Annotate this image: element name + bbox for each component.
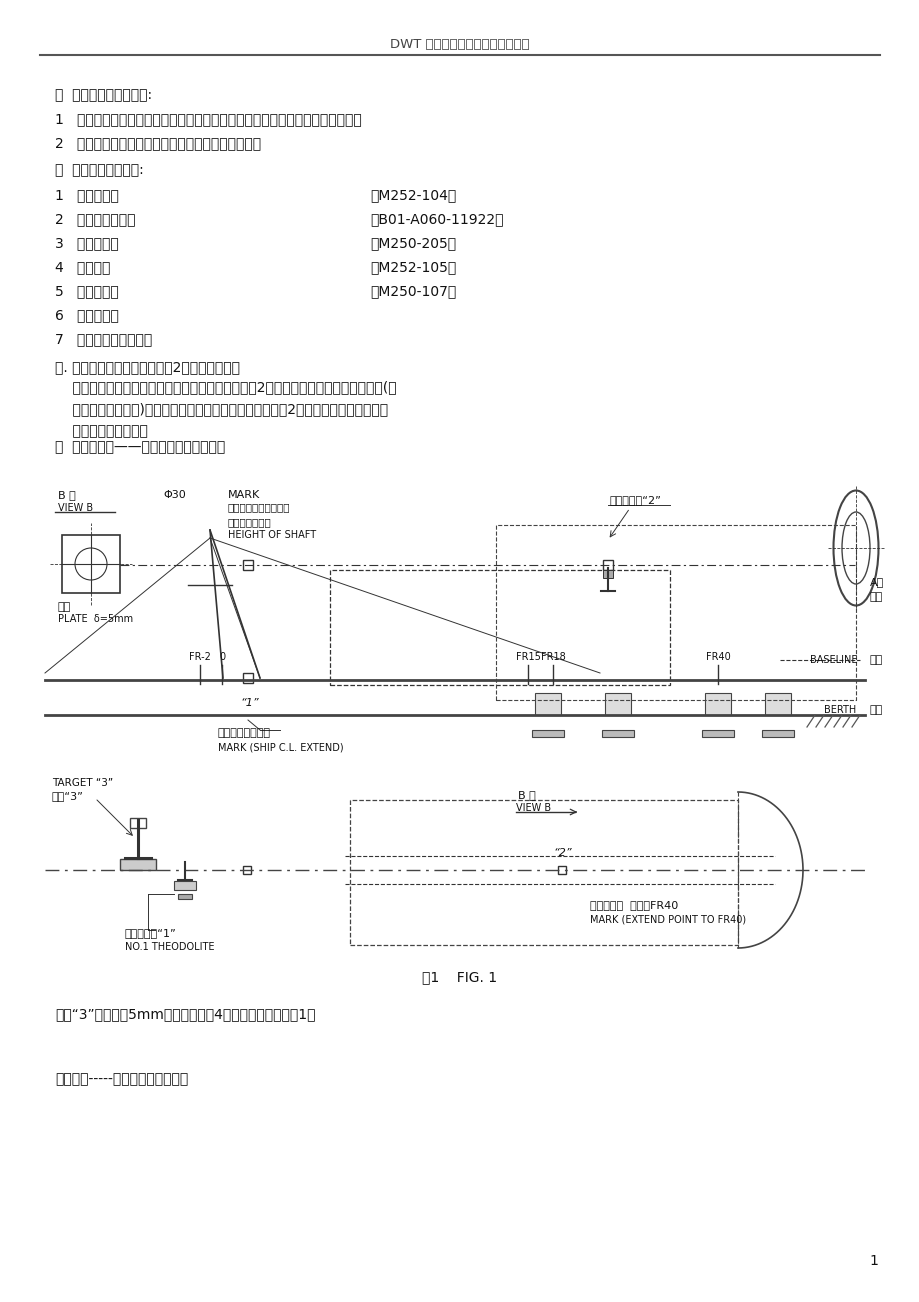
Bar — [349, 799, 737, 945]
Text: 二  主要参考图纸资料:: 二 主要参考图纸资料: — [55, 163, 143, 177]
Text: FR40: FR40 — [705, 652, 730, 661]
Bar — [704, 693, 731, 715]
Text: B 向: B 向 — [58, 490, 75, 500]
Text: （M250-107）: （M250-107） — [369, 284, 456, 298]
Text: 见精度作业指导书)特别在进行机舶后部区域低层分段合或2时，要对相关各段的位置: 见精度作业指导书)特别在进行机舶后部区域低层分段合或2时，要对相关各段的位置 — [55, 402, 388, 417]
Text: DWT 轴系安装及主机定位工艺规程: DWT 轴系安装及主机定位工艺规程 — [390, 39, 529, 52]
Text: BERTH: BERTH — [823, 704, 855, 715]
Text: （M250-205）: （M250-205） — [369, 236, 456, 250]
Text: 延伸点（打好洋冲点）: 延伸点（打好洋冲点） — [228, 503, 290, 512]
Bar — [130, 818, 146, 828]
Bar — [330, 570, 669, 685]
Bar — [531, 730, 563, 737]
Text: “2”: “2” — [553, 848, 572, 858]
Bar — [535, 693, 561, 715]
Text: （B01-A060-11922）: （B01-A060-11922） — [369, 212, 503, 227]
Text: 5   机舶布置图: 5 机舶布置图 — [55, 284, 119, 298]
Bar — [701, 730, 733, 737]
Bar — [243, 866, 251, 874]
Text: 为了确保轴系安装的精度要求，在分段制造、合或2中应满足相关文件的精度要求。(参: 为了确保轴系安装的精度要求，在分段制造、合或2中应满足相关文件的精度要求。(参 — [55, 380, 396, 395]
Text: 7   尾管密封装置工作图: 7 尾管密封装置工作图 — [55, 332, 152, 346]
Text: 基线: 基线 — [869, 655, 882, 665]
Text: 船体中心线延伸点: 船体中心线延伸点 — [218, 728, 271, 738]
Text: 精度进行严格控制。: 精度进行严格控制。 — [55, 424, 148, 437]
Text: FR15: FR15 — [515, 652, 539, 661]
Bar — [243, 673, 253, 684]
Text: 1   轴系布置图: 1 轴系布置图 — [55, 187, 119, 202]
Text: 1: 1 — [868, 1254, 877, 1268]
Text: HEIGHT OF SHAFT: HEIGHT OF SHAFT — [228, 530, 316, 540]
Text: 一  轴系安装的注意事项:: 一 轴系安装的注意事项: — [55, 89, 152, 102]
Text: Φ30: Φ30 — [164, 490, 187, 500]
Text: 高度为轴线高度: 高度为轴线高度 — [228, 517, 271, 527]
Text: VIEW B: VIEW B — [58, 503, 93, 513]
Bar — [243, 560, 253, 570]
Bar — [602, 560, 612, 570]
Text: PLATE  δ=5mm: PLATE δ=5mm — [58, 615, 133, 624]
Bar — [601, 730, 633, 737]
Bar — [495, 525, 855, 700]
Bar — [119, 859, 156, 870]
Text: B 向: B 向 — [517, 790, 535, 799]
Text: 光靶“3”的材料为5mm钉板，高度剠4米左右，外圆直径剠1米: 光靶“3”的材料为5mm钉板，高度剠4米左右，外圆直径剠1米 — [55, 1006, 315, 1021]
Text: 2   尾管轴承详细图: 2 尾管轴承详细图 — [55, 212, 135, 227]
Text: FR-2: FR-2 — [189, 652, 210, 661]
Text: MARK (EXTEND POINT TO FR40): MARK (EXTEND POINT TO FR40) — [589, 914, 745, 924]
Bar — [177, 894, 192, 898]
Text: （M252-105）: （M252-105） — [369, 260, 456, 273]
Bar — [558, 866, 565, 874]
Bar — [761, 730, 793, 737]
Bar — [62, 535, 119, 592]
Text: （M252-104）: （M252-104） — [369, 187, 456, 202]
Text: 打好洋冲点  延伸到FR40: 打好洋冲点 延伸到FR40 — [589, 900, 677, 910]
Text: 图1    FIG. 1: 图1 FIG. 1 — [422, 970, 497, 984]
Text: 4   螺旋桨图: 4 螺旋桨图 — [55, 260, 110, 273]
Text: 匀底: 匀底 — [869, 704, 882, 715]
Text: 激光经纬仪“2”: 激光经纬仪“2” — [609, 495, 661, 505]
Bar — [174, 881, 196, 891]
Text: MARK: MARK — [228, 490, 260, 500]
Text: TARGET “3”: TARGET “3” — [52, 779, 113, 788]
Text: 光靶“3”: 光靶“3” — [52, 792, 84, 801]
Text: 0: 0 — [219, 652, 225, 661]
Text: MARK (SHIP C.L. EXTEND): MARK (SHIP C.L. EXTEND) — [218, 742, 344, 753]
Bar — [602, 570, 612, 578]
Text: “1”: “1” — [241, 698, 259, 708]
Text: 四  轴系安装前——照光采用工具及布置图: 四 轴系安装前——照光采用工具及布置图 — [55, 440, 225, 454]
Bar — [765, 693, 790, 715]
Text: 1   在进行轴系吸装前应仔细检查吸运工具，如吸索、眼板、卸扣等应安全可靠。: 1 在进行轴系吸装前应仔细检查吸运工具，如吸索、眼板、卸扣等应安全可靠。 — [55, 112, 361, 126]
Text: FR18: FR18 — [540, 652, 565, 661]
Text: 3   主机安装图: 3 主机安装图 — [55, 236, 119, 250]
Text: 钐板: 钐板 — [58, 602, 71, 612]
Text: 基线: 基线 — [869, 592, 882, 602]
Text: 三. 机舶后部区域底层分段合或2精度控制要点：: 三. 机舶后部区域底层分段合或2精度控制要点： — [55, 359, 240, 374]
Bar — [605, 693, 630, 715]
Text: 采用工具-----激光经纬仪、光靶。: 采用工具-----激光经纬仪、光靶。 — [55, 1072, 188, 1086]
Text: BASELINE: BASELINE — [810, 655, 857, 665]
Text: 2   在整个施工过程中要严格遵守有关安全操作规程。: 2 在整个施工过程中要严格遵守有关安全操作规程。 — [55, 135, 261, 150]
Text: 激光经纬仪“1”: 激光经纬仪“1” — [125, 928, 176, 937]
Text: A向: A向 — [869, 577, 883, 587]
Text: NO.1 THEODOLITE: NO.1 THEODOLITE — [125, 943, 214, 952]
Text: 6   分段划分图: 6 分段划分图 — [55, 309, 119, 322]
Text: VIEW B: VIEW B — [516, 803, 550, 812]
